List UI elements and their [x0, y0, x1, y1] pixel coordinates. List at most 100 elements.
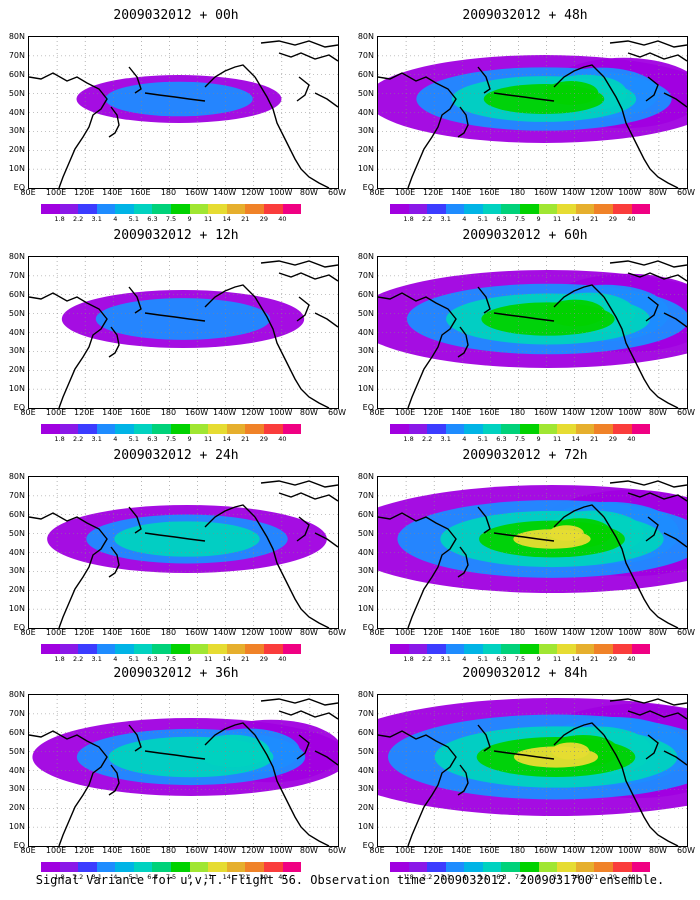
colorbar-tick-label: 11 — [204, 655, 213, 663]
latitude-tick-label: EQ — [362, 403, 374, 412]
coastline — [108, 326, 120, 358]
coastline — [204, 64, 256, 88]
colorbar-tick-label: 11 — [553, 215, 562, 223]
latitude-tick-label: 70N — [8, 50, 25, 60]
longitude-tick-label: 100E — [394, 628, 416, 637]
colorbar-tick-label: 4 — [113, 873, 118, 881]
colorbar-tick-label: 21 — [241, 435, 250, 443]
coastline — [278, 52, 338, 62]
colorbar-swatch — [245, 424, 264, 434]
coastline — [645, 76, 659, 102]
colorbar — [41, 644, 302, 654]
latitude-labels: 80N 70N 60N 50N 40N 30N 20N 10N EQ — [6, 32, 26, 192]
latitude-tick-label: 60N — [8, 289, 25, 299]
longitude-tick-label: 160W — [184, 408, 209, 417]
longitude-tick-label: 140W — [213, 846, 237, 855]
coastline — [477, 724, 491, 752]
colorbar-swatch — [445, 204, 465, 214]
colorbar-swatch — [482, 424, 502, 434]
coastline — [144, 92, 206, 102]
longitude-tick-label: 80E — [20, 846, 36, 855]
coastline — [296, 76, 310, 102]
map-panel-p72: 2009032012 + 72h 80N 70N 60N 50N 40N 30N 20N 10N… — [355, 448, 695, 663]
colorbar-tick-label: 7.5 — [165, 655, 177, 663]
longitude-labels: 80E 100E 120E 140E 160E 180 160W 140W 120W 100W 80… — [369, 846, 695, 856]
colorbar-swatch — [575, 424, 595, 434]
colorbar-tick-label: 11 — [204, 435, 213, 443]
colorbar-tick-label: 9 — [536, 655, 541, 663]
colorbar-labels: 1.8 2.2 3.1 4 5.1 6.3 7.5 9 11 14 21 29 40 — [390, 873, 650, 881]
latitude-labels: 80N 70N 60N 50N 40N 30N 20N 10N EQ — [6, 252, 26, 412]
panel-title: 2009032012 + 60h — [462, 228, 588, 243]
latitude-tick-label: EQ — [362, 623, 374, 632]
colorbar-swatch — [263, 424, 283, 434]
latitude-tick-label: 70N — [8, 270, 25, 280]
colorbar-swatch — [226, 204, 246, 214]
coastline — [553, 284, 605, 308]
longitude-labels: 80E 100E 120E 140E 160E 180 160W 140W 120W 100W 80… — [20, 846, 346, 856]
longitude-tick-label: 140W — [213, 408, 237, 417]
latitude-tick-label: 50N — [357, 528, 374, 538]
longitude-tick-label: 120W — [590, 628, 614, 637]
coastline — [29, 72, 108, 188]
latitude-tick-label: 80N — [357, 472, 374, 481]
colorbar-swatch — [133, 862, 153, 872]
colorbar-swatch — [41, 424, 60, 434]
coastline — [108, 764, 120, 796]
colorbar-swatch — [427, 644, 446, 654]
colorbar-swatch — [390, 862, 409, 872]
longitude-tick-label: 140E — [451, 408, 472, 417]
colorbar-tick-label: 40 — [278, 215, 287, 223]
colorbar-tick-label: 2.2 — [72, 215, 84, 223]
coastline — [144, 532, 206, 542]
map-panel-p36: 2009032012 + 36h 80N 70N 60N 50N 40N 30N 20N 10N… — [6, 666, 346, 881]
colorbar-tick-label: 1.8 — [403, 215, 414, 223]
coastline — [493, 532, 555, 542]
map-panel-p12: 2009032012 + 12h 80N 70N 60N 50N 40N 30N 20N 10N… — [6, 228, 346, 443]
longitude-tick-label: 140E — [451, 188, 472, 197]
latitude-tick-label: 30N — [357, 566, 374, 576]
colorbar-swatch — [41, 862, 60, 872]
longitude-tick-label: 160E — [130, 188, 151, 197]
colorbar-swatch — [226, 644, 246, 654]
colorbar-swatch — [245, 644, 264, 654]
colorbar-swatch — [612, 862, 632, 872]
colorbar-swatch — [263, 644, 283, 654]
colorbar-swatch — [501, 644, 521, 654]
map-panel-p24: 2009032012 + 24h 80N 70N 60N 50N 40N 30N 20N 10N… — [6, 448, 346, 663]
coastline — [627, 272, 687, 282]
colorbar-swatch — [208, 644, 227, 654]
latitude-tick-label: 50N — [8, 528, 25, 538]
longitude-tick-label: 120W — [590, 188, 614, 197]
longitude-tick-label: 160W — [184, 188, 209, 197]
latitude-tick-label: 40N — [8, 107, 25, 117]
colorbar-tick-label: 14 — [222, 435, 231, 443]
longitude-tick-label: 80W — [648, 188, 667, 197]
colorbar-tick-label: 1.8 — [54, 873, 65, 881]
colorbar-swatch — [427, 204, 446, 214]
longitude-labels: 80E 100E 120E 140E 160E 180 160W 140W 120W 100W 80… — [20, 628, 346, 638]
coastline — [204, 504, 256, 528]
colorbar-swatch — [171, 204, 190, 214]
colorbar-tick-label: 29 — [259, 215, 268, 223]
colorbar-swatch — [78, 204, 97, 214]
latitude-tick-label: 80N — [8, 32, 25, 41]
coastline — [296, 296, 310, 322]
longitude-tick-label: 120W — [590, 408, 614, 417]
longitude-tick-label: 160E — [479, 408, 500, 417]
longitude-tick-label: 180 — [509, 408, 526, 417]
colorbar-labels: 1.8 2.2 3.1 4 5.1 6.3 7.5 9 11 14 21 29 40 — [390, 435, 650, 443]
longitude-tick-label: 100W — [618, 846, 642, 855]
coastline — [314, 92, 338, 108]
coastline — [493, 312, 555, 322]
colorbar-tick-label: 21 — [590, 873, 599, 881]
coastline — [260, 40, 338, 48]
longitude-tick-label: 120E — [74, 628, 95, 637]
longitude-tick-label: 100E — [394, 188, 416, 197]
colorbar-labels: 1.8 2.2 3.1 4 5.1 6.3 7.5 9 11 14 21 29 40 — [41, 655, 301, 663]
colorbar-tick-label: 9 — [536, 215, 541, 223]
colorbar-labels: 1.8 2.2 3.1 4 5.1 6.3 7.5 9 11 14 21 29 40 — [390, 215, 650, 223]
coastline — [144, 312, 206, 322]
colorbar-tick-label: 21 — [590, 215, 599, 223]
coastline — [627, 492, 687, 502]
